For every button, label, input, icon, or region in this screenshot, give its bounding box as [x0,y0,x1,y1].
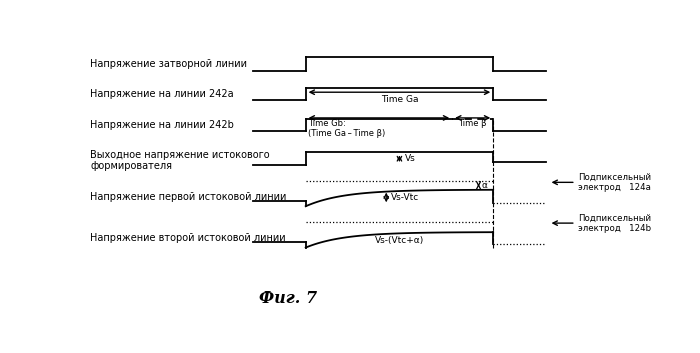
Text: Подпиксельный
электрод   124b: Подпиксельный электрод 124b [578,214,652,233]
Text: Напряжение на линии 242b: Напряжение на линии 242b [90,120,234,130]
Text: Vs-(Vtc+α): Vs-(Vtc+α) [374,236,424,245]
Text: Напряжение первой истоковой линии: Напряжение первой истоковой линии [90,192,286,202]
Text: Vs: Vs [405,155,416,163]
Text: α: α [481,181,487,190]
Text: Фиг. 7: Фиг. 7 [259,291,317,307]
Text: Напряжение на линии 242a: Напряжение на линии 242a [90,89,234,99]
Text: Time Ga: Time Ga [381,95,418,104]
Text: Выходное напряжение истокового
формирователя: Выходное напряжение истокового формирова… [90,150,270,172]
Text: Time β: Time β [458,119,487,128]
Text: Напряжение второй истоковой линии: Напряжение второй истоковой линии [90,233,286,243]
Text: Vs-Vtc: Vs-Vtc [391,193,419,202]
Text: Time Gb:
(Time Ga – Time β): Time Gb: (Time Ga – Time β) [309,119,386,138]
Text: Подпиксельный
электрод   124a: Подпиксельный электрод 124a [578,173,652,192]
Text: Напряжение затворной линии: Напряжение затворной линии [90,59,247,69]
